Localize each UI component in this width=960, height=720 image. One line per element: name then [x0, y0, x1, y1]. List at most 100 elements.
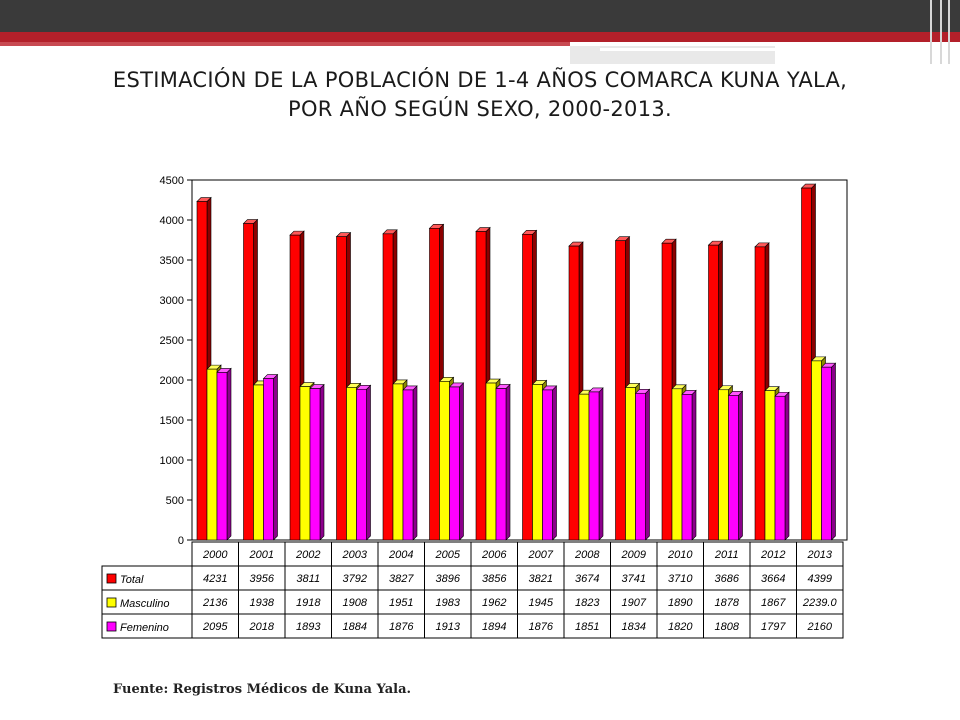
data-label-femenino: 1876 [389, 621, 414, 633]
data-label-femenino: 1913 [436, 621, 461, 633]
data-label-masculino: 1918 [296, 597, 321, 609]
legend-swatch-total [106, 573, 117, 584]
slide-edge-line [930, 0, 932, 64]
data-label-total: 3811 [296, 573, 320, 585]
data-label-total: 3856 [482, 573, 507, 585]
data-label-femenino: 1893 [296, 621, 321, 633]
data-label-total: 3710 [668, 573, 693, 585]
bar-femenino-2008 [588, 387, 604, 541]
y-tick-label: 500 [166, 495, 184, 507]
bar-femenino-2000 [216, 367, 232, 541]
data-label-masculino: 1890 [668, 597, 693, 609]
data-label-femenino: 1820 [668, 621, 693, 633]
x-category-label: 2006 [481, 549, 507, 561]
y-tick-label: 0 [178, 535, 184, 547]
x-category-label: 2005 [435, 549, 461, 561]
bar-front [588, 391, 600, 541]
bar-femenino-2005 [448, 382, 465, 541]
x-category-label: 2009 [621, 549, 646, 561]
bar-front [801, 187, 812, 541]
bar-femenino-2013 [820, 362, 837, 541]
data-label-femenino: 1851 [575, 621, 599, 633]
bar-front [615, 240, 626, 541]
data-label-masculino: 1962 [482, 597, 506, 609]
y-tick-label: 1500 [160, 415, 184, 427]
bar-side [784, 391, 790, 541]
bar-femenino-2004 [402, 385, 418, 541]
bar-front [625, 387, 636, 541]
y-tick-label: 2500 [160, 335, 184, 347]
bar-side [412, 385, 418, 541]
bar-front [449, 386, 460, 541]
bar-front [532, 384, 543, 541]
data-label-masculino: 2239.0 [802, 597, 838, 609]
bar-front [309, 388, 321, 541]
bar-front [402, 389, 414, 541]
bar-front [206, 368, 218, 541]
x-category-label: 2007 [528, 549, 554, 561]
data-label-masculino: 1907 [622, 597, 647, 609]
bar-side [831, 362, 836, 541]
data-label-femenino: 1884 [343, 621, 367, 633]
bar-front [774, 395, 786, 541]
data-label-masculino: 1908 [343, 597, 368, 609]
bar-front [382, 233, 394, 541]
slide-top-bar [0, 0, 960, 32]
bar-front [568, 245, 580, 541]
bar-side [691, 389, 697, 541]
slide-accent-stripe [0, 42, 570, 46]
bar-front [336, 236, 347, 541]
bar-side [226, 367, 232, 541]
data-label-masculino: 2136 [202, 597, 228, 609]
x-category-label: 2008 [574, 549, 600, 561]
bar-femenino-2007 [541, 385, 558, 541]
bar-front [754, 246, 766, 541]
legend-label-masculino: Masculino [120, 598, 170, 610]
legend-swatch-femenino [106, 621, 117, 632]
bar-front [661, 242, 673, 541]
data-label-masculino: 1945 [529, 597, 554, 609]
data-label-total: 4231 [203, 573, 227, 585]
bar-front [821, 366, 832, 541]
bar-front [635, 392, 646, 541]
bar-front [522, 234, 533, 541]
bar-front [485, 382, 497, 541]
bar-front [542, 389, 553, 541]
data-label-femenino: 1876 [529, 621, 554, 633]
bar-front [299, 386, 311, 541]
bar-side [273, 373, 278, 541]
data-label-masculino: 1823 [575, 597, 600, 609]
bar-femenino-2010 [681, 389, 697, 541]
data-label-total: 3896 [436, 573, 461, 585]
bar-femenino-2002 [309, 383, 325, 541]
bar-front [681, 394, 693, 541]
bar-side [459, 382, 464, 541]
x-category-label: 2000 [202, 549, 228, 561]
data-label-masculino: 1983 [436, 597, 461, 609]
bar-side [505, 383, 511, 541]
legend-swatch-masculino [106, 597, 117, 608]
slide-accent-bar [0, 32, 960, 42]
data-label-total: 3821 [529, 573, 553, 585]
bar-side [738, 390, 743, 541]
bar-femenino-2011 [727, 390, 744, 541]
slide-title: ESTIMACIÓN DE LA POBLACIÓN DE 1-4 AÑOS C… [40, 66, 920, 124]
bar-front [718, 389, 729, 541]
x-category-label: 2001 [249, 549, 274, 561]
x-category-label: 2003 [342, 549, 368, 561]
slide-white-stripe [600, 48, 890, 51]
y-tick-label: 4000 [160, 215, 184, 227]
bar-front [253, 384, 264, 541]
bar-femenino-2009 [634, 388, 651, 541]
title-line-1: ESTIMACIÓN DE LA POBLACIÓN DE 1-4 AÑOS C… [112, 68, 848, 92]
x-category-label: 2004 [388, 549, 413, 561]
data-label-total: 3664 [761, 573, 785, 585]
bar-front [196, 201, 208, 541]
bar-femenino-2001 [262, 373, 279, 541]
y-tick-label: 4500 [160, 175, 184, 187]
title-line-2: POR AÑO SEGÚN SEXO, 2000-2013. [287, 97, 673, 121]
bar-front [475, 231, 487, 541]
data-label-total: 4399 [808, 573, 832, 585]
data-label-femenino: 1834 [622, 621, 646, 633]
y-tick-label: 3000 [160, 295, 184, 307]
